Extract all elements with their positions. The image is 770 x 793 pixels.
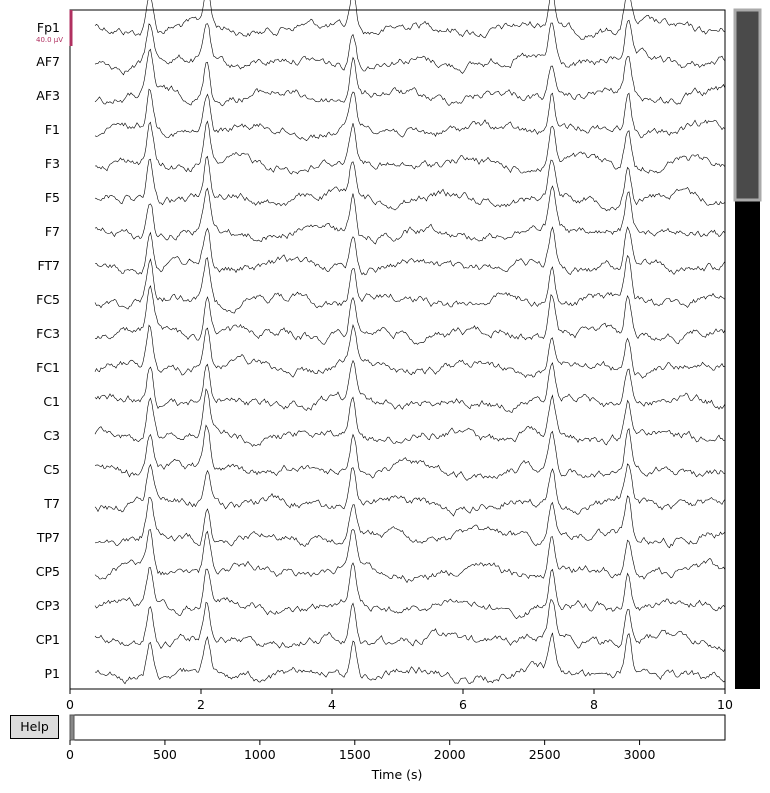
channel-label: CP3 [35,598,60,613]
channel-trace [94,120,726,175]
x-tick-label: 8 [590,697,598,712]
channel-label: FC5 [36,292,60,307]
x-axis-label: Time (s) [371,767,423,782]
channel-trace [94,598,726,653]
channel-trace [94,185,726,245]
channel-trace [94,463,726,517]
channel-trace [94,0,726,40]
x-tick-label: 6 [459,697,467,712]
channel-trace [94,155,726,212]
channel-trace [94,88,726,142]
x-tick-label: 10 [717,697,733,712]
overview-axes-frame[interactable] [69,714,726,741]
channel-label: C1 [43,394,60,409]
channel-label: FC3 [36,326,60,341]
channel-trace [94,285,726,345]
channel-label: FC1 [36,360,60,375]
channel-label: CP1 [35,632,60,647]
channel-label: AF7 [36,54,60,69]
main-axes-frame [69,9,726,690]
channel-label: TP7 [36,530,60,545]
overview-x-ticks [69,740,641,745]
overview-viewport-marker[interactable] [69,714,75,741]
overview-tick-label: 1500 [338,747,371,762]
channel-trace [94,48,726,107]
scale-bar-label: 40.0 µV [36,36,64,44]
channel-label: C5 [43,462,60,477]
channel-label: FT7 [37,258,60,273]
channel-label: F1 [44,122,60,137]
channel-label: T7 [44,496,60,511]
channel-label: AF3 [36,88,60,103]
channel-trace [94,226,726,276]
channel-label: F3 [44,156,60,171]
x-tick-label: 0 [66,697,74,712]
channel-trace [94,562,726,620]
overview-tick-label: 0 [66,747,74,762]
channel-label: Fp1 [36,20,60,35]
channel-scrollbar-thumb[interactable] [733,8,762,202]
channel-trace [94,388,726,447]
channel-trace [94,254,726,314]
channel-trace [94,632,726,685]
overview-tick-label: 3000 [623,747,656,762]
channel-label: C3 [43,428,60,443]
overview-tick-label: 2500 [528,747,561,762]
channel-trace [94,19,726,76]
overview-tick-label: 1000 [243,747,276,762]
channel-label: P1 [44,666,61,681]
channel-trace [94,495,726,549]
channel-trace [94,424,726,481]
trace-group [94,0,726,685]
channel-trace [94,529,726,584]
channel-label: CP5 [35,564,60,579]
x-tick-label: 4 [328,697,336,712]
channel-label: F7 [44,224,60,239]
help-button[interactable]: Help [10,715,59,739]
overview-tick-label: 2000 [433,747,466,762]
x-tick-label: 2 [197,697,205,712]
main-x-ticks [69,689,726,694]
channel-trace [94,359,726,413]
overview-tick-label: 500 [152,747,177,762]
channel-trace [94,323,726,379]
channel-label: F5 [44,190,60,205]
